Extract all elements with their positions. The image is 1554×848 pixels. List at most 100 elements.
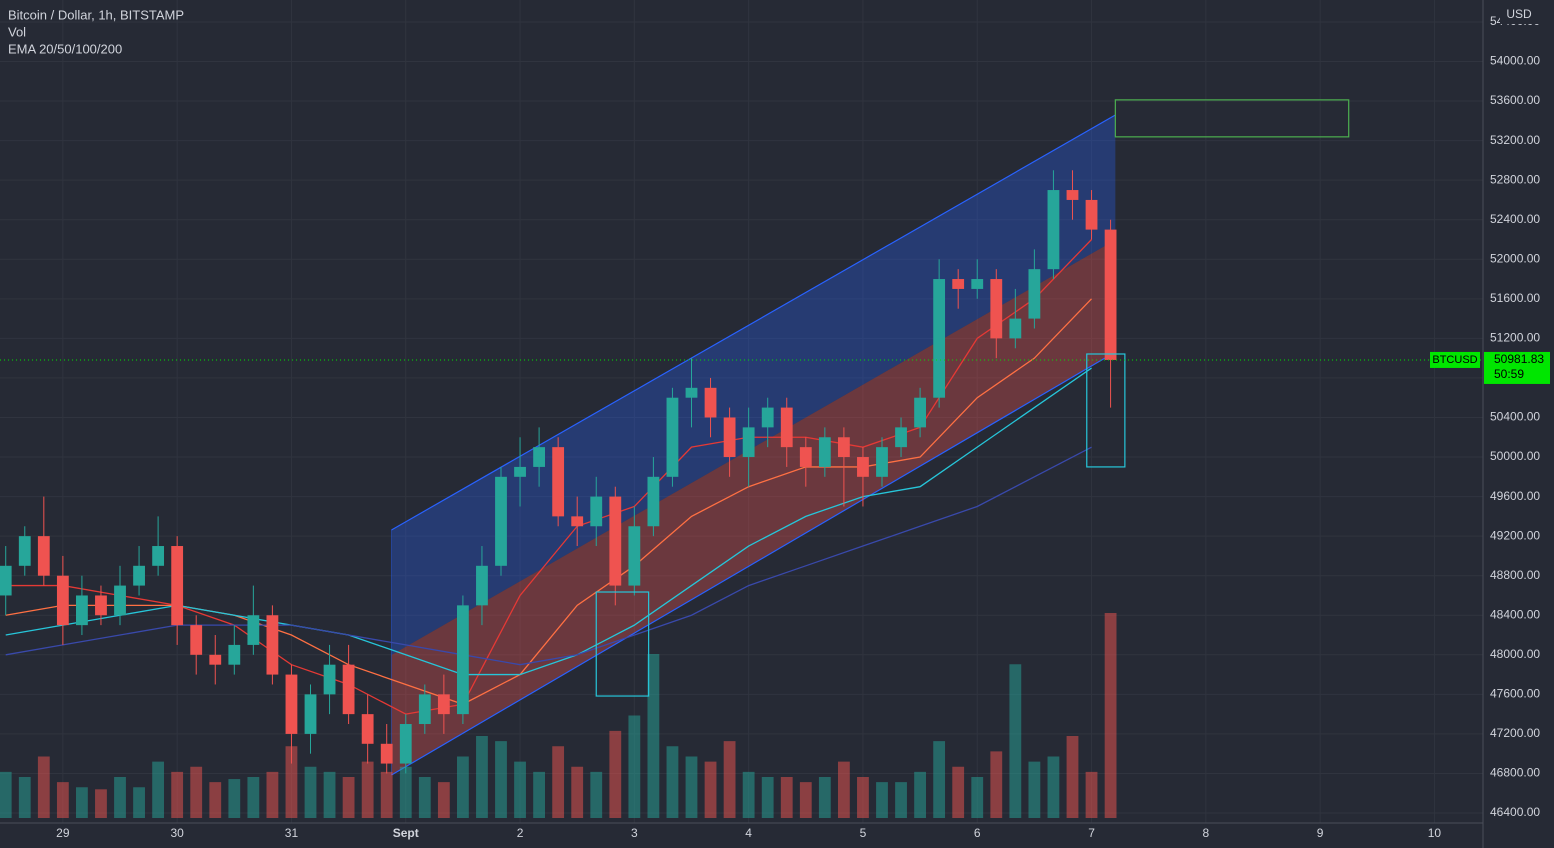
price-tag — [1484, 351, 1550, 384]
candle-body — [761, 407, 774, 428]
y-tick-label: 52800.00 — [1490, 172, 1540, 186]
candle-body — [799, 447, 812, 467]
candle-body — [133, 565, 145, 586]
symbol-label: BTCUSD — [1432, 354, 1477, 366]
candle-body — [609, 496, 622, 586]
candle-body — [933, 279, 946, 398]
candle-body — [247, 615, 260, 645]
candle-body — [114, 585, 126, 616]
candle-body — [1066, 190, 1079, 200]
volume-bar — [857, 777, 869, 818]
symbol-tag — [1430, 351, 1480, 368]
x-tick-label: 5 — [860, 826, 867, 840]
x-tick-label: Sept — [393, 826, 419, 840]
volume-bar — [876, 782, 888, 818]
y-tick-label: 49600.00 — [1490, 489, 1540, 503]
candle-body — [704, 387, 717, 418]
volume-bar — [1009, 664, 1022, 818]
volume-bar — [628, 715, 641, 818]
volume-bar — [399, 766, 412, 818]
candle-body — [1085, 199, 1098, 230]
volume-bar — [895, 782, 907, 818]
volume-bar — [818, 777, 831, 818]
candle-body — [304, 694, 317, 734]
volume-bar — [914, 771, 926, 818]
x-tick-label: 8 — [1202, 826, 1209, 840]
candle-body — [95, 595, 107, 616]
y-tick-label: 50400.00 — [1490, 410, 1540, 424]
axes: 46400.00 46800.00 47200.00 47600.00 48000.00… — [56, 14, 1550, 840]
ema-line — [5, 367, 1092, 676]
countdown-label: 50:59 — [1494, 367, 1524, 381]
currency-bg — [1500, 6, 1540, 24]
x-tick-label: 30 — [170, 826, 184, 840]
candle-body — [495, 476, 507, 566]
candle-body — [742, 427, 755, 458]
volume-bar — [228, 779, 241, 818]
volume-bar — [456, 756, 469, 818]
volume-bar — [95, 789, 107, 818]
volume-bar — [380, 771, 393, 818]
volume-bar — [18, 777, 31, 818]
candle-body — [37, 536, 50, 576]
volume-bar — [152, 761, 165, 818]
volume-bar — [190, 766, 203, 818]
candle-body — [818, 437, 831, 467]
volume-bar — [418, 777, 431, 818]
candle-body — [190, 625, 203, 655]
candle-body — [1047, 190, 1060, 270]
candle-body — [971, 279, 984, 289]
grid — [0, 0, 1483, 823]
plot-area — [0, 99, 1483, 818]
candle-body — [228, 644, 241, 665]
x-tick-label: 29 — [56, 826, 70, 840]
candle-body — [342, 664, 355, 715]
volume-bar — [952, 766, 965, 818]
x-tick-label: 4 — [745, 826, 752, 840]
volume-bar — [799, 782, 812, 818]
x-tick-label: 2 — [517, 826, 524, 840]
candle-body — [1104, 229, 1117, 360]
candle-body — [571, 516, 584, 527]
y-tick-label: 49200.00 — [1490, 528, 1540, 542]
candle-body — [56, 575, 69, 626]
candle-body — [685, 387, 698, 398]
candle-body — [780, 407, 793, 448]
volume-bar — [666, 746, 679, 818]
volume-bar — [56, 782, 69, 818]
candle-body — [476, 565, 488, 606]
volume-bar — [476, 736, 488, 818]
candle-body — [723, 417, 736, 458]
x-tick-label: 10 — [1428, 826, 1442, 840]
candle-body — [323, 664, 336, 695]
volume-bar — [514, 761, 526, 818]
y-tick-label: 47600.00 — [1490, 687, 1540, 701]
x-tick-label: 3 — [631, 826, 638, 840]
volume-bar — [609, 730, 622, 818]
volume-bar — [933, 741, 946, 818]
candle-body — [152, 546, 165, 566]
volume-bar — [342, 777, 355, 818]
volume-bar — [704, 761, 717, 818]
candle-body — [952, 279, 965, 289]
ema-line — [5, 239, 1092, 715]
x-tick-label: 6 — [974, 826, 981, 840]
candle-body — [266, 615, 279, 675]
candle-body — [76, 595, 88, 626]
y-tick-label: 53600.00 — [1490, 93, 1540, 107]
volume-bar — [533, 771, 546, 818]
candle-body — [399, 724, 412, 764]
volume-bar — [1047, 756, 1060, 818]
volume-bar — [285, 746, 298, 818]
y-tick-label: 48400.00 — [1490, 607, 1540, 621]
volume-bar — [266, 771, 279, 818]
volume-bar — [571, 766, 584, 818]
y-tick-label: 52000.00 — [1490, 251, 1540, 265]
candle-body — [514, 466, 526, 477]
x-tick-label: 9 — [1317, 826, 1324, 840]
drawing-box — [1086, 353, 1126, 468]
x-tick-label: 31 — [285, 826, 299, 840]
volume-bar — [990, 751, 1003, 818]
